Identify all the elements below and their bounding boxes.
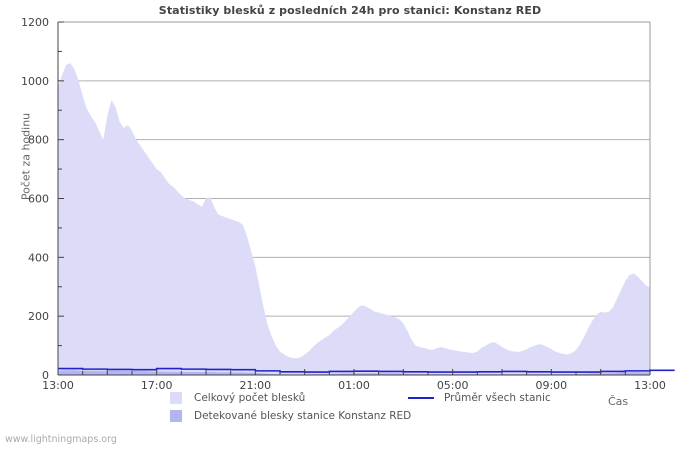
legend-item-average: Průměr všech stanic bbox=[408, 392, 551, 404]
svg-text:21:00: 21:00 bbox=[239, 379, 271, 392]
source-footer: www.lightningmaps.org bbox=[5, 434, 117, 445]
average-line-layer bbox=[58, 367, 675, 373]
svg-text:09:00: 09:00 bbox=[535, 379, 567, 392]
svg-text:1000: 1000 bbox=[21, 75, 49, 88]
svg-text:600: 600 bbox=[28, 193, 49, 206]
y-tick-labels: 0 200 400 600 800 1000 1200 bbox=[21, 16, 49, 382]
svg-text:0: 0 bbox=[42, 369, 49, 382]
svg-text:800: 800 bbox=[28, 134, 49, 147]
legend-swatch-detected-icon bbox=[170, 410, 182, 422]
svg-text:13:00: 13:00 bbox=[634, 379, 666, 392]
svg-text:01:00: 01:00 bbox=[338, 379, 370, 392]
legend-swatch-total-icon bbox=[170, 392, 182, 404]
svg-text:400: 400 bbox=[28, 251, 49, 264]
svg-text:17:00: 17:00 bbox=[141, 379, 173, 392]
svg-text:05:00: 05:00 bbox=[437, 379, 469, 392]
legend-item-detected: Detekované blesky stanice Konstanz RED bbox=[170, 410, 411, 422]
svg-text:1200: 1200 bbox=[21, 16, 49, 29]
legend-line-average-icon bbox=[408, 397, 434, 399]
legend-label-total: Celkový počet blesků bbox=[194, 392, 306, 404]
legend-label-detected: Detekované blesky stanice Konstanz RED bbox=[194, 410, 412, 422]
legend-item-total: Celkový počet blesků bbox=[170, 392, 305, 404]
x-tick-labels: 13:00 17:00 21:00 01:00 05:00 09:00 13:00 bbox=[42, 379, 666, 392]
svg-text:13:00: 13:00 bbox=[42, 379, 74, 392]
area-series-layer bbox=[58, 63, 650, 375]
svg-text:200: 200 bbox=[28, 310, 49, 323]
x-axis-label: Čas bbox=[608, 395, 629, 408]
page-title: Statistiky blesků z posledních 24h pro s… bbox=[158, 4, 542, 17]
legend-label-average: Průměr všech stanic bbox=[444, 392, 551, 404]
chart-legend: Celkový počet blesků Detekované blesky s… bbox=[0, 392, 700, 432]
axis-ticks bbox=[57, 21, 651, 376]
plot-area: 0 200 400 600 800 1000 1200 13:00 17:00 21:00 01:… bbox=[21, 16, 675, 392]
